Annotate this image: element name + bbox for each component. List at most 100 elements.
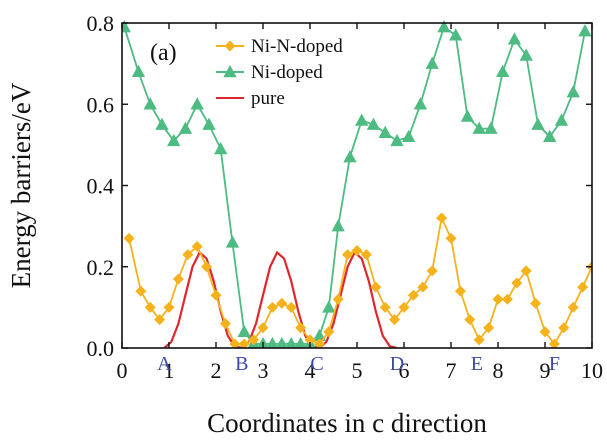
point-ni-doped — [343, 150, 357, 163]
panel-label: (a) — [150, 40, 177, 66]
point-ni-n-doped — [558, 322, 570, 334]
point-ni-doped — [519, 48, 533, 61]
position-label: B — [235, 353, 248, 375]
point-ni-n-doped — [172, 273, 184, 285]
point-ni-n-doped — [295, 322, 307, 334]
point-ni-doped — [178, 121, 193, 134]
point-ni-doped — [402, 129, 416, 142]
point-ni-n-doped — [548, 338, 560, 348]
legend-marker-ni-doped — [223, 65, 237, 78]
point-ni-doped — [155, 117, 169, 130]
x-tick-label: 6 — [399, 358, 410, 383]
point-ni-doped — [237, 324, 251, 337]
x-tick-label: 2 — [211, 358, 222, 383]
point-ni-doped — [225, 235, 240, 248]
point-ni-n-doped — [257, 322, 269, 334]
point-ni-n-doped — [370, 281, 382, 293]
x-tick-label: 5 — [352, 358, 363, 383]
point-ni-doped — [390, 133, 404, 147]
point-ni-n-doped — [379, 301, 391, 313]
point-ni-n-doped — [492, 293, 504, 305]
x-tick-label: 8 — [493, 358, 504, 383]
point-ni-n-doped — [229, 338, 241, 348]
point-ni-n-doped — [332, 293, 344, 305]
point-ni-doped — [266, 336, 279, 348]
x-axis-title: Coordinates in c direction — [207, 408, 487, 438]
point-ni-n-doped — [417, 281, 429, 293]
point-ni-n-doped — [539, 326, 551, 338]
y-tick-label: 0.0 — [87, 336, 115, 361]
point-ni-n-doped — [567, 301, 579, 313]
point-ni-n-doped — [389, 314, 401, 326]
point-ni-doped — [190, 97, 204, 110]
point-ni-n-doped — [135, 285, 147, 297]
point-ni-doped — [322, 300, 336, 313]
point-ni-n-doped — [360, 249, 372, 261]
y-tick-label: 0.2 — [87, 255, 115, 280]
legend-label-ni-n-doped: Ni-N-doped — [251, 36, 343, 57]
point-ni-doped — [275, 336, 288, 348]
point-ni-n-doped — [219, 318, 231, 330]
point-ni-doped — [413, 97, 428, 110]
point-ni-n-doped — [123, 232, 135, 244]
point-ni-doped — [366, 117, 381, 130]
point-ni-n-doped — [266, 301, 278, 313]
point-ni-n-doped — [191, 240, 203, 252]
position-label: D — [390, 353, 404, 375]
x-tick-label: 9 — [540, 358, 551, 383]
point-ni-doped — [484, 121, 498, 134]
point-ni-n-doped — [201, 261, 213, 273]
point-ni-doped — [167, 133, 181, 147]
point-ni-n-doped — [313, 338, 325, 348]
point-ni-doped — [285, 336, 298, 348]
point-ni-doped — [578, 24, 592, 37]
point-ni-doped — [202, 117, 216, 130]
y-axis-title: Energy barriers/eV — [6, 82, 36, 288]
point-ni-n-doped — [454, 285, 466, 297]
y-tick-label: 0.8 — [87, 11, 115, 36]
point-ni-doped — [214, 141, 228, 155]
point-ni-doped — [378, 125, 392, 138]
y-tick-label: 0.6 — [87, 92, 115, 117]
point-ni-n-doped — [304, 334, 316, 346]
point-ni-n-doped — [163, 301, 175, 313]
series-line-ni-n-doped — [128, 215, 592, 346]
point-ni-doped — [566, 85, 580, 98]
x-tick-label: 4 — [305, 358, 316, 383]
plot-frame — [121, 22, 593, 349]
y-tick-label: 0.4 — [87, 174, 115, 199]
plot-area — [122, 20, 592, 348]
legend-label-pure: pure — [251, 88, 285, 109]
point-ni-n-doped — [144, 301, 156, 313]
x-tick-label: 7 — [446, 358, 457, 383]
point-ni-n-doped — [464, 314, 476, 326]
point-ni-n-doped — [577, 281, 589, 293]
point-ni-n-doped — [483, 322, 495, 334]
x-tick-label: 0 — [117, 358, 128, 383]
point-ni-doped — [425, 56, 439, 69]
series-line-ni-doped — [123, 25, 586, 345]
point-ni-doped — [507, 32, 522, 45]
point-ni-doped — [472, 121, 486, 134]
x-tick-label: 10 — [581, 358, 603, 383]
point-ni-n-doped — [426, 265, 438, 277]
point-ni-n-doped — [501, 293, 513, 305]
point-ni-n-doped — [238, 338, 250, 348]
point-ni-n-doped — [398, 301, 410, 313]
point-ni-n-doped — [511, 277, 523, 289]
point-ni-n-doped — [530, 297, 542, 309]
point-ni-doped — [355, 113, 369, 126]
point-ni-doped — [543, 129, 557, 142]
point-ni-doped — [131, 64, 146, 77]
point-ni-doped — [294, 336, 307, 348]
point-ni-n-doped — [520, 265, 532, 277]
point-ni-n-doped — [473, 334, 485, 346]
position-label: C — [310, 353, 323, 375]
axes — [121, 22, 593, 349]
point-ni-doped — [496, 64, 510, 77]
point-ni-n-doped — [436, 212, 448, 224]
point-ni-n-doped — [182, 249, 194, 261]
point-ni-n-doped — [342, 249, 354, 261]
point-ni-n-doped — [276, 297, 288, 309]
